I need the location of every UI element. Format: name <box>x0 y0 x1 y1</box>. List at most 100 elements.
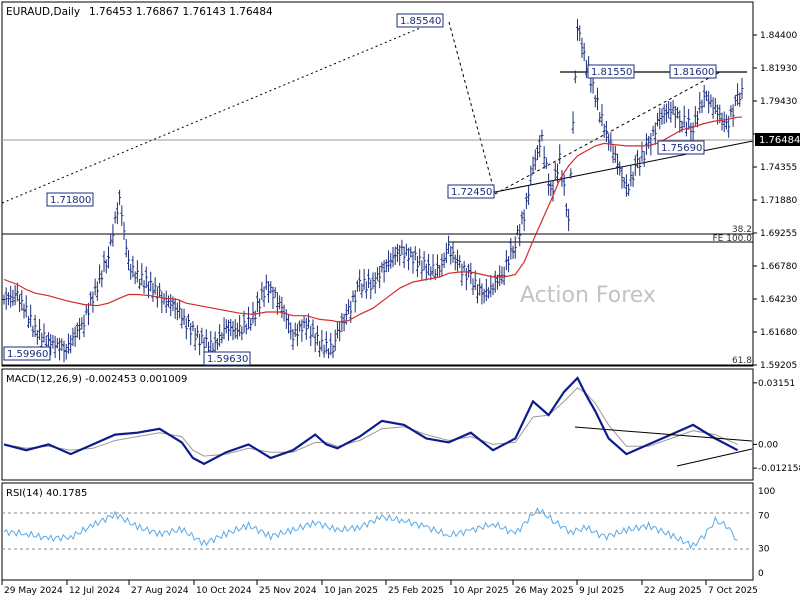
rsi-series-group <box>3 507 738 550</box>
price-bar <box>582 42 586 62</box>
price-bar <box>678 110 682 133</box>
price-bar <box>387 250 391 273</box>
price-bar <box>153 277 157 295</box>
price-bar <box>576 19 580 41</box>
price-bar <box>75 322 79 338</box>
price-bar <box>247 306 251 330</box>
price-bar <box>255 291 259 312</box>
price-tick-label: 1.81930 <box>760 64 797 74</box>
price-bar <box>178 299 182 319</box>
dashed-channel-line <box>494 71 721 195</box>
price-bar <box>556 163 559 183</box>
price-bar <box>533 149 537 171</box>
price-bar <box>600 103 604 127</box>
price-bar <box>395 243 399 262</box>
price-bar <box>553 162 557 180</box>
price-bar <box>427 254 431 276</box>
price-tick-label: 1.66780 <box>760 262 797 272</box>
price-bar <box>311 319 315 338</box>
price-bar <box>93 278 97 296</box>
price-annotation: 1.59960 <box>3 346 51 361</box>
price-bar <box>82 314 86 338</box>
svg-text:1.85540: 1.85540 <box>400 16 441 27</box>
price-bar <box>238 315 242 337</box>
price-bar <box>515 225 519 236</box>
price-bar <box>49 333 53 356</box>
price-bar <box>653 122 657 145</box>
price-bar <box>78 318 82 340</box>
price-bar <box>520 211 524 225</box>
price-bar <box>124 238 128 258</box>
macd-y-axis: 0.03151 0.00 -0.012158 <box>753 379 800 474</box>
price-bar <box>51 334 55 349</box>
price-bar <box>707 90 711 114</box>
price-bar <box>602 123 606 138</box>
rsi-panel-frame <box>1 482 754 581</box>
price-bar <box>535 145 539 161</box>
price-bar <box>46 332 50 349</box>
price-bar <box>11 289 15 306</box>
price-bar <box>195 325 199 339</box>
price-y-axis: 1.84400 1.81930 1.79430 1.74355 1.71880 1.692… <box>753 31 797 371</box>
x-tick-label: 10 Apr 2025 <box>453 586 509 596</box>
price-bar <box>593 94 597 108</box>
price-bar <box>429 266 433 281</box>
current-price-label: 1.76484 <box>759 135 800 146</box>
price-bar <box>113 211 117 224</box>
price-bar <box>689 122 693 141</box>
price-bar <box>20 290 24 311</box>
price-bar <box>6 292 10 306</box>
price-bar <box>573 70 577 84</box>
price-bar <box>133 271 137 285</box>
rsi-tick-label: 0 <box>758 569 764 579</box>
price-bar <box>140 263 144 286</box>
price-bar <box>507 256 511 273</box>
price-bar <box>129 263 133 280</box>
x-tick-label: 10 Oct 2024 <box>196 586 252 596</box>
price-annotation: 1.81600 <box>669 64 717 79</box>
price-bar <box>669 101 673 123</box>
price-bar <box>704 90 708 101</box>
price-bar <box>384 259 388 273</box>
price-bar <box>491 283 495 296</box>
macd-trendline-lower <box>676 448 753 467</box>
price-bar <box>453 254 457 271</box>
rsi-tick-label: 30 <box>758 544 770 554</box>
price-bar <box>702 85 706 108</box>
price-bar <box>629 164 633 187</box>
price-bar <box>660 108 664 125</box>
price-bar <box>631 171 635 187</box>
price-bar <box>31 325 35 338</box>
price-bar <box>687 108 691 130</box>
price-tick-label: 1.74355 <box>760 163 797 173</box>
price-bar <box>287 314 291 334</box>
price-bar <box>142 280 146 294</box>
fe-100-label: FE 100.0 <box>713 234 753 244</box>
price-bar <box>118 189 122 206</box>
price-bar <box>391 246 395 268</box>
price-bar <box>38 318 42 340</box>
price-bar <box>604 120 608 143</box>
price-bar <box>542 146 546 169</box>
price-bar <box>338 321 342 342</box>
price-bar <box>26 316 30 329</box>
price-bar <box>409 246 413 258</box>
price-bar <box>373 272 377 294</box>
price-bar <box>53 335 57 359</box>
price-bar <box>204 329 208 348</box>
price-bar <box>624 174 628 197</box>
price-bar <box>642 151 646 167</box>
macd-trendline-upper <box>574 426 753 442</box>
price-bar <box>549 181 553 197</box>
price-bar <box>633 155 637 176</box>
price-bar <box>318 340 322 357</box>
svg-text:1.71800: 1.71800 <box>50 195 91 206</box>
price-bar <box>291 329 295 351</box>
price-bar <box>169 294 173 317</box>
price-bar <box>540 129 544 142</box>
price-bar <box>135 260 139 283</box>
price-bar <box>380 262 384 273</box>
price-bar <box>504 250 508 271</box>
price-bar <box>227 319 231 341</box>
price-bar <box>393 246 397 265</box>
